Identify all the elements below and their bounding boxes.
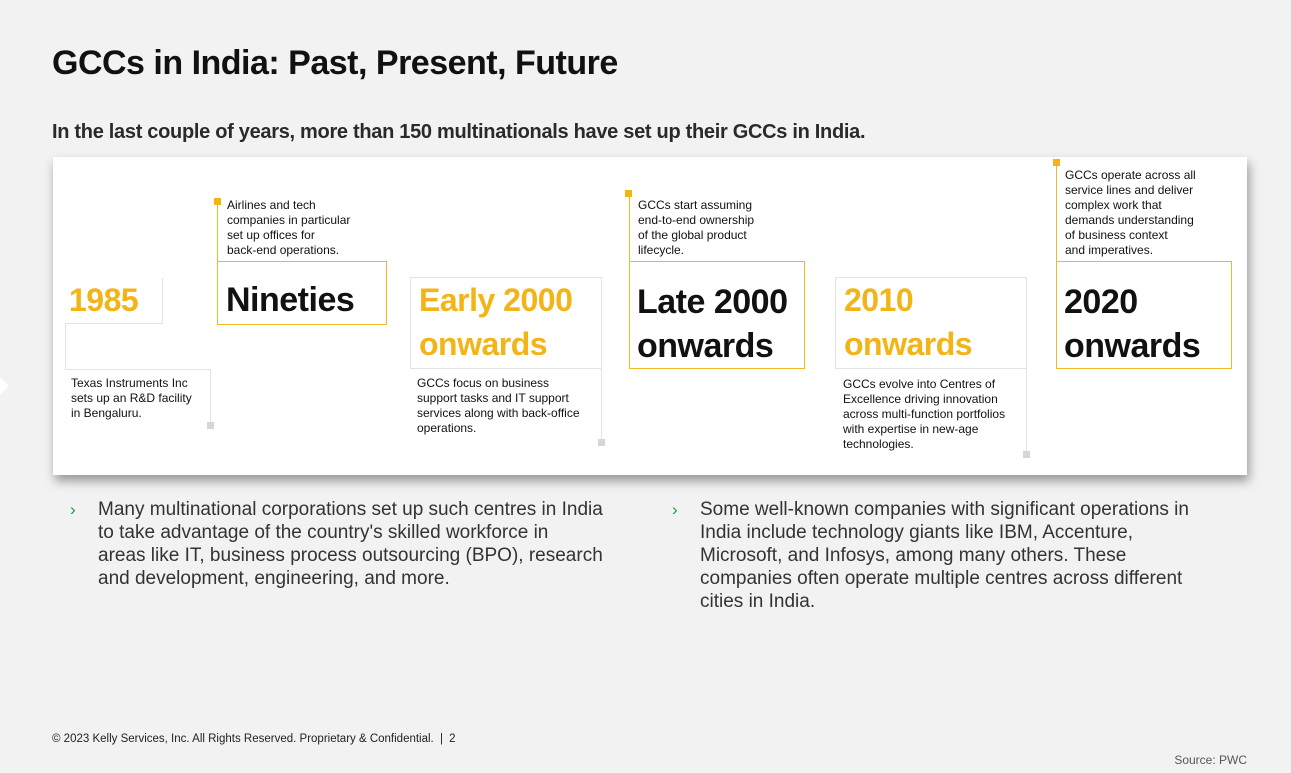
timeline-note-late-2000: GCCs start assuming end-to-end ownership… (638, 198, 755, 257)
timeline-period-1985: 1985 (65, 278, 163, 324)
timeline-note-2020: GCCs operate across all service lines an… (1065, 168, 1196, 257)
bullet-left: › Many multinational corporations set up… (54, 498, 644, 590)
timeline-period-late-2000: Late 2000 onwards (629, 261, 805, 369)
connector-line (629, 197, 630, 261)
marker-square (207, 422, 214, 429)
page-title: GCCs in India: Past, Present, Future (52, 44, 618, 82)
timeline-note-1985: Texas Instruments Inc sets up an R&D fac… (71, 376, 192, 420)
connector-line (1026, 369, 1027, 453)
left-edge-arrow-icon (0, 377, 9, 395)
footer: © 2023 Kelly Services, Inc. All Rights R… (52, 733, 456, 745)
timeline-period-2010: 2010 onwards (835, 277, 1027, 369)
source-note: Source: PWC (1174, 753, 1247, 767)
connector-line (65, 369, 211, 370)
connector-line (1056, 166, 1057, 261)
timeline-period-early-2000: Early 2000 onwards (410, 277, 602, 369)
connector-line (65, 324, 66, 369)
footer-separator: | (439, 733, 443, 745)
bullet-right: › Some well-known companies with signifi… (656, 498, 1256, 613)
chevron-right-icon: › (672, 500, 678, 519)
timeline-note-nineties: Airlines and tech companies in particula… (227, 198, 351, 257)
timeline-image: 1985 Texas Instruments Inc sets up an R&… (53, 157, 1247, 475)
marker-square (1053, 159, 1060, 166)
timeline-period-2020: 2020 onwards (1056, 261, 1232, 369)
timeline-note-early-2000: GCCs focus on business support tasks and… (417, 376, 580, 435)
bullet-text: Some well-known companies with significa… (700, 499, 1189, 612)
marker-square (598, 439, 605, 446)
connector-line (217, 205, 218, 261)
marker-square (214, 198, 221, 205)
bullet-text: Many multinational corporations set up s… (98, 499, 603, 589)
connector-line (601, 369, 602, 441)
chevron-right-icon: › (70, 500, 76, 519)
connector-line (210, 369, 211, 424)
timeline-period-nineties: Nineties (217, 261, 387, 325)
marker-square (625, 190, 632, 197)
page-number: 2 (449, 733, 456, 745)
page-subtitle: In the last couple of years, more than 1… (52, 121, 866, 143)
timeline-note-2010: GCCs evolve into Centres of Excellence d… (843, 377, 1006, 451)
copyright-text: © 2023 Kelly Services, Inc. All Rights R… (52, 733, 434, 745)
marker-square (1023, 451, 1030, 458)
